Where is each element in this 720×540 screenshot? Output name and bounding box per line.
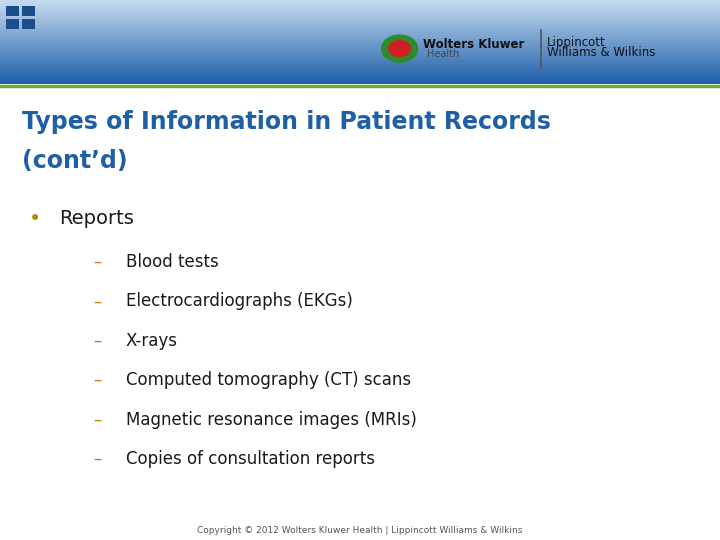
Polygon shape bbox=[0, 11, 720, 12]
Polygon shape bbox=[0, 46, 720, 48]
Polygon shape bbox=[0, 82, 720, 84]
Circle shape bbox=[382, 35, 418, 62]
Polygon shape bbox=[0, 70, 720, 71]
Polygon shape bbox=[0, 79, 720, 81]
Text: Reports: Reports bbox=[59, 209, 134, 228]
Text: Lippincott: Lippincott bbox=[547, 36, 606, 49]
Polygon shape bbox=[0, 49, 720, 50]
Text: Blood tests: Blood tests bbox=[126, 253, 219, 271]
Polygon shape bbox=[0, 15, 720, 17]
Polygon shape bbox=[0, 25, 720, 26]
Polygon shape bbox=[0, 39, 720, 40]
Polygon shape bbox=[0, 40, 720, 42]
Polygon shape bbox=[0, 52, 720, 53]
Polygon shape bbox=[0, 18, 720, 19]
Polygon shape bbox=[0, 36, 720, 38]
Polygon shape bbox=[0, 26, 720, 28]
Polygon shape bbox=[0, 45, 720, 46]
Polygon shape bbox=[0, 3, 720, 4]
Text: Magnetic resonance images (MRIs): Magnetic resonance images (MRIs) bbox=[126, 410, 417, 429]
Polygon shape bbox=[0, 55, 720, 56]
Polygon shape bbox=[0, 7, 720, 8]
Polygon shape bbox=[0, 48, 720, 49]
Polygon shape bbox=[0, 42, 720, 43]
Text: Computed tomography (CT) scans: Computed tomography (CT) scans bbox=[126, 371, 411, 389]
Polygon shape bbox=[0, 28, 720, 29]
Polygon shape bbox=[0, 67, 720, 69]
Text: Copyright © 2012 Wolters Kluwer Health | Lippincott Williams & Wilkins: Copyright © 2012 Wolters Kluwer Health |… bbox=[197, 526, 523, 535]
Polygon shape bbox=[0, 50, 720, 52]
Polygon shape bbox=[0, 8, 720, 10]
Polygon shape bbox=[0, 19, 720, 21]
FancyBboxPatch shape bbox=[22, 6, 35, 16]
Polygon shape bbox=[0, 56, 720, 57]
Polygon shape bbox=[0, 72, 720, 74]
Text: –: – bbox=[93, 332, 102, 350]
Text: Electrocardiographs (EKGs): Electrocardiographs (EKGs) bbox=[126, 292, 353, 310]
Polygon shape bbox=[0, 53, 720, 55]
Polygon shape bbox=[0, 2, 720, 3]
Polygon shape bbox=[0, 81, 720, 82]
Polygon shape bbox=[0, 21, 720, 22]
Polygon shape bbox=[0, 59, 720, 60]
Polygon shape bbox=[0, 60, 720, 62]
Polygon shape bbox=[0, 69, 720, 70]
Polygon shape bbox=[0, 10, 720, 11]
Polygon shape bbox=[0, 62, 720, 63]
Text: Williams & Wilkins: Williams & Wilkins bbox=[547, 46, 656, 59]
Polygon shape bbox=[0, 17, 720, 18]
Polygon shape bbox=[0, 24, 720, 25]
Text: Wolters Kluwer: Wolters Kluwer bbox=[423, 38, 525, 51]
Polygon shape bbox=[0, 14, 720, 15]
Polygon shape bbox=[0, 76, 720, 77]
Text: (cont’d): (cont’d) bbox=[22, 149, 127, 173]
Polygon shape bbox=[0, 78, 720, 79]
Text: X-rays: X-rays bbox=[126, 332, 178, 350]
Text: Health: Health bbox=[427, 49, 459, 59]
Polygon shape bbox=[0, 31, 720, 32]
Polygon shape bbox=[0, 12, 720, 14]
FancyBboxPatch shape bbox=[6, 6, 19, 16]
Polygon shape bbox=[0, 43, 720, 45]
Polygon shape bbox=[0, 71, 720, 72]
Polygon shape bbox=[0, 65, 720, 67]
Text: –: – bbox=[93, 371, 102, 389]
FancyBboxPatch shape bbox=[6, 19, 19, 29]
Polygon shape bbox=[0, 74, 720, 76]
Polygon shape bbox=[0, 4, 720, 5]
Text: –: – bbox=[93, 450, 102, 468]
Polygon shape bbox=[0, 29, 720, 31]
Polygon shape bbox=[0, 0, 720, 2]
Polygon shape bbox=[0, 5, 720, 7]
Polygon shape bbox=[0, 57, 720, 59]
Text: •: • bbox=[29, 208, 41, 229]
Polygon shape bbox=[0, 35, 720, 36]
Polygon shape bbox=[0, 32, 720, 33]
Circle shape bbox=[389, 40, 410, 57]
Polygon shape bbox=[0, 64, 720, 65]
Polygon shape bbox=[0, 22, 720, 24]
Polygon shape bbox=[0, 38, 720, 39]
Text: –: – bbox=[93, 410, 102, 429]
Text: Types of Information in Patient Records: Types of Information in Patient Records bbox=[22, 110, 551, 133]
Text: –: – bbox=[93, 292, 102, 310]
Polygon shape bbox=[0, 77, 720, 78]
Text: Copies of consultation reports: Copies of consultation reports bbox=[126, 450, 375, 468]
Polygon shape bbox=[0, 63, 720, 64]
Polygon shape bbox=[0, 33, 720, 35]
FancyBboxPatch shape bbox=[22, 19, 35, 29]
Text: –: – bbox=[93, 253, 102, 271]
